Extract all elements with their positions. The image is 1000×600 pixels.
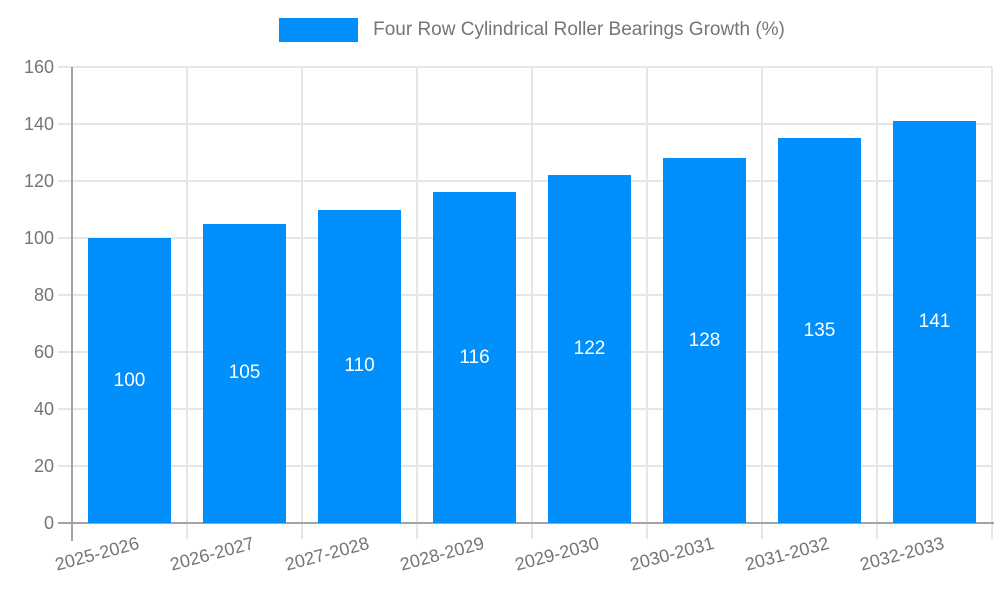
bar[interactable]: 116 bbox=[433, 192, 516, 523]
v-gridline bbox=[991, 67, 993, 523]
x-axis-tick bbox=[301, 523, 303, 539]
bar-value-label: 100 bbox=[113, 369, 146, 391]
v-gridline bbox=[531, 67, 533, 523]
legend-label: Four Row Cylindrical Roller Bearings Gro… bbox=[373, 19, 785, 40]
x-axis-tick bbox=[416, 523, 418, 539]
x-axis-tick bbox=[646, 523, 648, 539]
chart-legend[interactable]: Four Row Cylindrical Roller Bearings Gro… bbox=[72, 16, 992, 44]
y-axis-label: 100 bbox=[23, 228, 54, 248]
bar-value-label: 122 bbox=[573, 338, 606, 360]
bar[interactable]: 122 bbox=[548, 175, 631, 523]
x-axis-tick bbox=[186, 523, 188, 539]
x-axis-label: 2030-2031 bbox=[627, 533, 716, 575]
x-axis-label: 2027-2028 bbox=[282, 533, 371, 575]
bar-value-label: 116 bbox=[459, 346, 490, 368]
bar-value-label: 128 bbox=[688, 329, 721, 351]
y-axis-label: 120 bbox=[23, 171, 54, 191]
bar[interactable]: 141 bbox=[893, 121, 976, 523]
v-gridline bbox=[186, 67, 188, 523]
v-gridline bbox=[876, 67, 878, 523]
v-gridline bbox=[416, 67, 418, 523]
y-axis-label: 0 bbox=[43, 513, 54, 533]
x-axis-label: 2026-2027 bbox=[167, 533, 256, 575]
y-axis-label: 140 bbox=[23, 114, 54, 134]
h-gridline bbox=[58, 123, 992, 125]
v-gridline bbox=[761, 67, 763, 523]
x-axis-line bbox=[58, 522, 994, 524]
bar-value-label: 135 bbox=[803, 319, 836, 341]
y-axis-line bbox=[71, 67, 73, 541]
h-gridline bbox=[58, 351, 992, 353]
x-axis-tick bbox=[991, 523, 993, 539]
h-gridline bbox=[58, 66, 992, 68]
x-axis-label: 2029-2030 bbox=[512, 533, 601, 575]
x-axis-label: 2025-2026 bbox=[52, 533, 141, 575]
bar-value-label: 141 bbox=[918, 311, 951, 333]
v-gridline bbox=[646, 67, 648, 523]
h-gridline bbox=[58, 294, 992, 296]
y-axis-label: 160 bbox=[23, 57, 54, 77]
x-axis-label: 2031-2032 bbox=[742, 533, 831, 575]
x-axis-tick bbox=[876, 523, 878, 539]
bar[interactable]: 135 bbox=[778, 138, 861, 523]
bar[interactable]: 128 bbox=[663, 158, 746, 523]
x-axis-tick bbox=[761, 523, 763, 539]
y-axis-label: 80 bbox=[33, 285, 54, 305]
bar-value-label: 105 bbox=[228, 362, 261, 384]
legend-swatch-icon bbox=[279, 18, 359, 42]
x-axis-label: 2032-2033 bbox=[857, 533, 946, 575]
bar[interactable]: 105 bbox=[203, 223, 286, 523]
y-axis-label: 60 bbox=[33, 342, 54, 362]
v-gridline bbox=[301, 67, 303, 523]
h-gridline bbox=[58, 237, 992, 239]
y-axis-label: 40 bbox=[33, 399, 54, 419]
x-axis-tick bbox=[531, 523, 533, 539]
x-axis-label: 2028-2029 bbox=[397, 533, 486, 575]
h-gridline bbox=[58, 180, 992, 182]
h-gridline bbox=[58, 408, 992, 410]
y-axis-label: 20 bbox=[33, 456, 54, 476]
h-gridline bbox=[58, 465, 992, 467]
bar[interactable]: 100 bbox=[88, 238, 171, 523]
bar[interactable]: 110 bbox=[318, 209, 401, 523]
bar-value-label: 110 bbox=[344, 355, 375, 377]
